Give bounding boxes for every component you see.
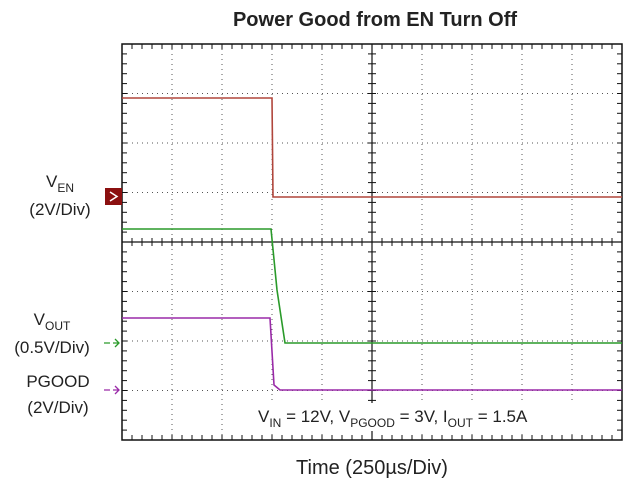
ch-scale: (2V/Div) <box>29 200 90 219</box>
ch-label: PGOOD <box>26 372 89 391</box>
annotation-part: = 12V, V <box>281 407 351 426</box>
annotation-sub: PGOOD <box>350 416 395 430</box>
annotation-part: = 3V, I <box>395 407 448 426</box>
trace-pgood <box>122 317 622 391</box>
title: Power Good from EN Turn Off <box>233 9 517 31</box>
annotation-sub: OUT <box>448 416 474 430</box>
trace-vout <box>122 228 622 344</box>
ch-marker <box>105 188 122 205</box>
annotation-sub: IN <box>269 416 281 430</box>
trace-en <box>122 97 622 198</box>
ticks <box>121 43 623 441</box>
annotation: VIN = 12V, VPGOOD = 3V, IOUT = 1.5A <box>258 407 528 430</box>
ch-label: VEN <box>46 172 74 195</box>
x-label: Time (250µs/Div) <box>296 457 448 479</box>
ch-label: VOUT <box>34 310 71 333</box>
annotation-part: = 1.5A <box>473 407 528 426</box>
ch-scale: (2V/Div) <box>27 398 88 417</box>
ch-marker-arrow <box>109 191 119 202</box>
annotation-bg <box>255 403 617 431</box>
ch-arrow <box>104 338 120 348</box>
ch-arrow <box>104 385 120 395</box>
annotation-part: V <box>258 407 270 426</box>
ch-scale: (0.5V/Div) <box>14 338 90 357</box>
